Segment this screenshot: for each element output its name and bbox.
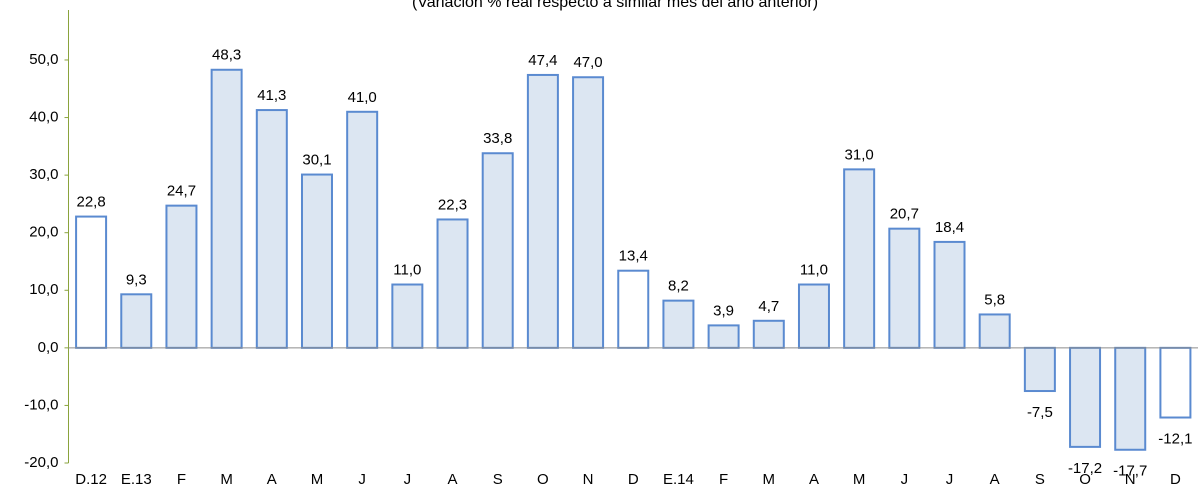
x-tick-label: N	[1125, 471, 1136, 488]
bar	[617, 269, 650, 349]
x-tick-label: J	[901, 471, 909, 488]
x-tick-label: O	[537, 471, 549, 488]
bar	[120, 293, 153, 349]
bar	[255, 109, 288, 349]
bar	[572, 76, 605, 349]
bar	[707, 324, 740, 349]
value-label: 30,1	[302, 152, 331, 169]
y-tick-label: 0,0	[38, 339, 59, 356]
x-tick-label: N	[583, 471, 594, 488]
value-label: 18,4	[935, 219, 964, 236]
x-tick-label: M	[311, 471, 324, 488]
value-label: 3,9	[713, 302, 734, 319]
x-tick-label: A	[990, 471, 1000, 488]
y-tick-label: -10,0	[24, 396, 58, 413]
value-label: 22,3	[438, 196, 467, 213]
x-tick-label: J	[358, 471, 366, 488]
y-tick-label: 10,0	[29, 281, 58, 298]
value-label: 47,0	[573, 54, 602, 71]
bar	[843, 168, 876, 349]
value-label: 9,3	[126, 271, 147, 288]
bar	[1114, 346, 1147, 451]
bar	[978, 313, 1011, 349]
bar	[436, 218, 469, 349]
x-tick-label: E.14	[663, 471, 694, 488]
value-label: 5,8	[984, 291, 1005, 308]
bar	[662, 299, 695, 349]
value-label: 22,8	[76, 194, 105, 211]
x-tick-label: D	[628, 471, 639, 488]
value-label: 8,2	[668, 278, 689, 295]
chart-subtitle: (Variación % real respecto a similar mes…	[412, 0, 818, 11]
y-tick-label: -20,0	[24, 454, 58, 471]
bar	[797, 283, 830, 349]
bar	[526, 73, 559, 349]
value-label: -7,5	[1027, 404, 1053, 421]
bar	[75, 215, 108, 349]
x-tick-label: O	[1079, 471, 1091, 488]
value-label: 31,0	[845, 146, 874, 163]
x-tick-label: M	[220, 471, 233, 488]
x-tick-label: D	[1170, 471, 1181, 488]
x-tick-label: D.12	[75, 471, 107, 488]
x-tick-label: S	[493, 471, 503, 488]
bar	[300, 173, 333, 349]
x-tick-label: E.13	[121, 471, 152, 488]
y-tick-label: 20,0	[29, 224, 58, 241]
x-tick-label: A	[448, 471, 458, 488]
bar	[165, 204, 198, 349]
y-tick-label: 40,0	[29, 109, 58, 126]
value-label: 4,7	[758, 298, 779, 315]
value-label: -17,2	[1068, 460, 1102, 477]
x-tick-label: M	[853, 471, 866, 488]
value-label: 48,3	[212, 47, 241, 64]
bar	[481, 152, 514, 349]
value-label: 41,3	[257, 87, 286, 104]
value-label: 41,0	[348, 89, 377, 106]
bar	[210, 68, 243, 349]
value-label: 11,0	[393, 261, 421, 278]
x-tick-label: J	[404, 471, 412, 488]
bar	[933, 240, 966, 349]
x-tick-label: F	[719, 471, 728, 488]
value-label: 33,8	[483, 130, 512, 147]
x-tick-label: J	[946, 471, 954, 488]
y-tick-label: 30,0	[29, 166, 58, 183]
bar	[888, 227, 921, 349]
x-tick-label: A	[267, 471, 277, 488]
value-label: -12,1	[1158, 430, 1192, 447]
bar	[752, 319, 785, 349]
value-label: 13,4	[619, 248, 648, 265]
value-label: 20,7	[890, 206, 919, 223]
x-tick-label: M	[763, 471, 776, 488]
value-label: 11,0	[800, 261, 828, 278]
bar	[391, 283, 424, 349]
x-tick-label: A	[809, 471, 819, 488]
value-label: 24,7	[167, 183, 196, 200]
value-label: 47,4	[528, 52, 557, 69]
value-label: -17,7	[1113, 463, 1147, 480]
bar	[1023, 346, 1056, 393]
y-tick-label: 50,0	[29, 51, 58, 68]
bar	[346, 110, 379, 349]
bar	[1159, 346, 1192, 419]
x-tick-label: S	[1035, 471, 1045, 488]
x-tick-label: F	[177, 471, 186, 488]
bar	[1069, 346, 1102, 448]
